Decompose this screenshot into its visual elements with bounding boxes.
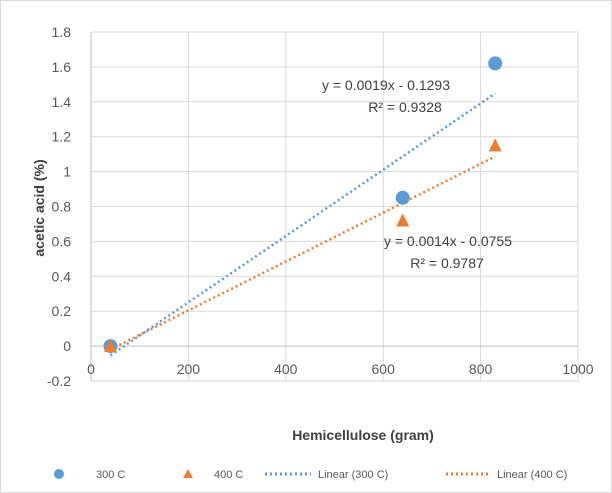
trendline-equation-400c: y = 0.0014x - 0.0755 <box>384 233 512 249</box>
y-tick-label: 0.8 <box>52 199 72 215</box>
x-tick-label: 600 <box>372 361 396 377</box>
trendline-equation-300c: y = 0.0019x - 0.1293 <box>322 77 450 93</box>
x-tick-label: 200 <box>177 361 201 377</box>
data-point-series0 <box>488 56 503 71</box>
legend-marker-300c <box>54 469 64 479</box>
data-points <box>103 56 503 354</box>
y-tick-label: 1.8 <box>52 24 72 40</box>
trendline-0 <box>109 92 496 357</box>
y-tick-label: 0.2 <box>52 303 72 319</box>
y-tick-label: 1.6 <box>52 59 72 75</box>
y-tick-label: 1.2 <box>52 129 72 145</box>
y-tick-label: 0 <box>63 338 71 354</box>
x-axis-title: Hemicellulose (gram) <box>292 427 434 443</box>
legend-label-linear-300c: Linear (300 C) <box>318 469 388 481</box>
legend-label-400c: 400 C <box>214 469 243 481</box>
legend-label-linear-400c: Linear (400 C) <box>497 469 567 481</box>
y-tick-label: 0.6 <box>52 233 72 249</box>
trendline-r2-400c: R² = 0.9787 <box>410 255 484 271</box>
data-point-series0 <box>395 190 410 205</box>
x-tick-label: 400 <box>274 361 298 377</box>
data-point-series1 <box>488 138 502 152</box>
tick-labels: -0.2 0 0.2 0.4 0.6 0.8 1 1.2 1.4 1.6 1.8 0 200 400 600… <box>47 24 594 389</box>
trendline-1 <box>109 155 496 351</box>
y-tick-label: 1.4 <box>52 94 72 110</box>
data-point-series1 <box>103 339 117 353</box>
axes <box>90 32 578 381</box>
legend-label-300c: 300 C <box>96 469 125 481</box>
x-tick-label: 800 <box>469 361 493 377</box>
x-tick-label: 0 <box>87 361 95 377</box>
y-tick-label: -0.2 <box>47 373 71 389</box>
y-tick-label: 1 <box>63 164 71 180</box>
legend: 300 C 400 C Linear (300 C) Linear (400 C… <box>54 469 567 481</box>
y-tick-label: 0.4 <box>52 268 72 284</box>
x-tick-label: 1000 <box>562 361 593 377</box>
legend-marker-400c <box>183 469 193 478</box>
y-axis-title: acetic acid (%) <box>31 159 47 256</box>
trendline-r2-300c: R² = 0.9328 <box>368 99 442 115</box>
grid <box>91 31 579 382</box>
data-point-series1 <box>396 213 410 227</box>
trendlines <box>109 92 496 357</box>
